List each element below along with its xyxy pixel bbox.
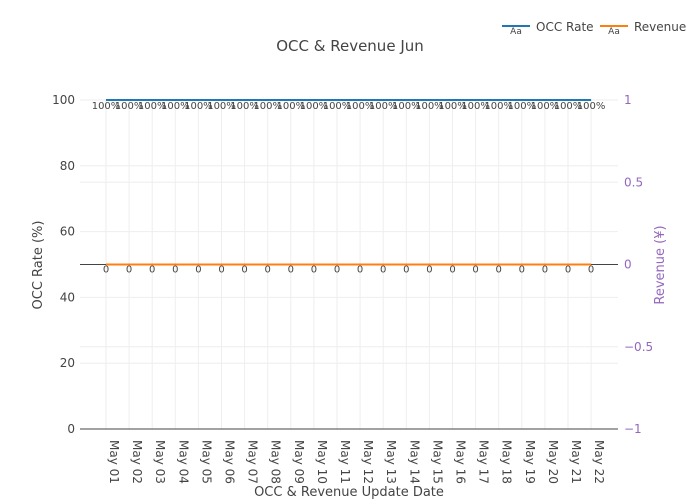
data-label: 100% — [300, 101, 329, 112]
x-tick-label: May 06 — [223, 440, 237, 484]
data-label: 100% — [415, 101, 444, 112]
x-axis-title: OCC & Revenue Update Date — [254, 485, 444, 500]
data-label: 100% — [392, 101, 421, 112]
x-tick-label: May 08 — [269, 440, 283, 484]
x-tick-label: May 01 — [107, 440, 121, 484]
data-label: 0 — [426, 265, 432, 276]
data-label: 100% — [531, 101, 560, 112]
data-label: 100% — [577, 101, 606, 112]
data-label: 0 — [334, 265, 340, 276]
data-label: 100% — [369, 101, 398, 112]
data-label: 0 — [449, 265, 455, 276]
data-label: 0 — [126, 265, 132, 276]
x-tick-label: May 03 — [153, 440, 167, 484]
data-label: 100% — [438, 101, 467, 112]
legend: Aa OCC Rate Aa Revenue — [502, 20, 686, 37]
data-label: 100% — [484, 101, 513, 112]
y-tick-label: 60 — [60, 225, 75, 239]
legend-item[interactable]: Aa Revenue — [600, 20, 686, 37]
legend-label: Revenue — [634, 20, 686, 34]
data-label: 0 — [357, 265, 363, 276]
y-tick-label: 80 — [60, 159, 75, 173]
x-tick-label: May 17 — [477, 440, 491, 484]
data-label: 0 — [588, 265, 594, 276]
data-label: 100% — [138, 101, 167, 112]
chart-title: OCC & Revenue Jun — [276, 37, 424, 55]
data-label: 0 — [195, 265, 201, 276]
data-label: 0 — [496, 265, 502, 276]
y-tick-label: 20 — [60, 356, 75, 370]
legend-symbol-text: Aa — [608, 27, 620, 37]
data-label: 100% — [554, 101, 583, 112]
data-label: 0 — [542, 265, 548, 276]
data-label: 0 — [265, 265, 271, 276]
x-tick-label: May 09 — [292, 440, 306, 484]
y2-tick-label: 0 — [624, 258, 632, 272]
data-label: 0 — [472, 265, 478, 276]
data-label: 100% — [508, 101, 537, 112]
x-tick-label: May 12 — [361, 440, 375, 484]
y-tick-label: 40 — [60, 290, 75, 304]
data-label: 0 — [149, 265, 155, 276]
data-label: 0 — [241, 265, 247, 276]
y2-tick-label: 0.5 — [624, 175, 643, 189]
x-tick-label: May 11 — [338, 440, 352, 484]
y-tick-label: 100 — [52, 93, 75, 107]
data-label: 0 — [565, 265, 571, 276]
data-label: 0 — [403, 265, 409, 276]
x-tick-label: May 14 — [407, 440, 421, 484]
data-label: 100% — [207, 101, 236, 112]
data-label: 0 — [519, 265, 525, 276]
y2-tick-label: −0.5 — [624, 340, 653, 354]
data-label: 100% — [277, 101, 306, 112]
data-label: 100% — [323, 101, 352, 112]
x-tick-label: May 13 — [384, 440, 398, 484]
legend-label: OCC Rate — [536, 20, 594, 34]
legend-symbol-text: Aa — [510, 27, 522, 37]
data-label: 0 — [311, 265, 317, 276]
data-label: 100% — [115, 101, 144, 112]
x-tick-label: May 16 — [454, 440, 468, 484]
data-label: 100% — [161, 101, 190, 112]
x-tick-label: May 05 — [199, 440, 213, 484]
x-tick-label: May 19 — [523, 440, 537, 484]
x-tick-label: May 21 — [569, 440, 583, 484]
x-tick-label: May 10 — [315, 440, 329, 484]
x-tick-label: May 15 — [430, 440, 444, 484]
y-axis-title: OCC Rate (%) — [31, 221, 46, 310]
data-label: 100% — [253, 101, 282, 112]
legend-item[interactable]: Aa OCC Rate — [502, 20, 594, 37]
data-label: 100% — [461, 101, 490, 112]
x-tick-label: May 18 — [500, 440, 514, 484]
data-label: 0 — [172, 265, 178, 276]
x-tick-label: May 22 — [592, 440, 606, 484]
data-label: 0 — [288, 265, 294, 276]
x-tick-label: May 04 — [176, 440, 190, 484]
y2-axis-title: Revenue (¥) — [653, 225, 668, 304]
y2-tick-label: 1 — [624, 93, 632, 107]
data-label: 100% — [346, 101, 375, 112]
data-label: 0 — [103, 265, 109, 276]
data-label: 0 — [218, 265, 224, 276]
data-label: 100% — [230, 101, 259, 112]
data-label: 100% — [92, 101, 121, 112]
x-tick-label: May 02 — [130, 440, 144, 484]
y-tick-label: 0 — [67, 422, 75, 436]
x-tick-label: May 20 — [546, 440, 560, 484]
x-tick-label: May 07 — [246, 440, 260, 484]
data-label: 0 — [380, 265, 386, 276]
data-label: 100% — [184, 101, 213, 112]
y2-tick-label: −1 — [624, 422, 642, 436]
